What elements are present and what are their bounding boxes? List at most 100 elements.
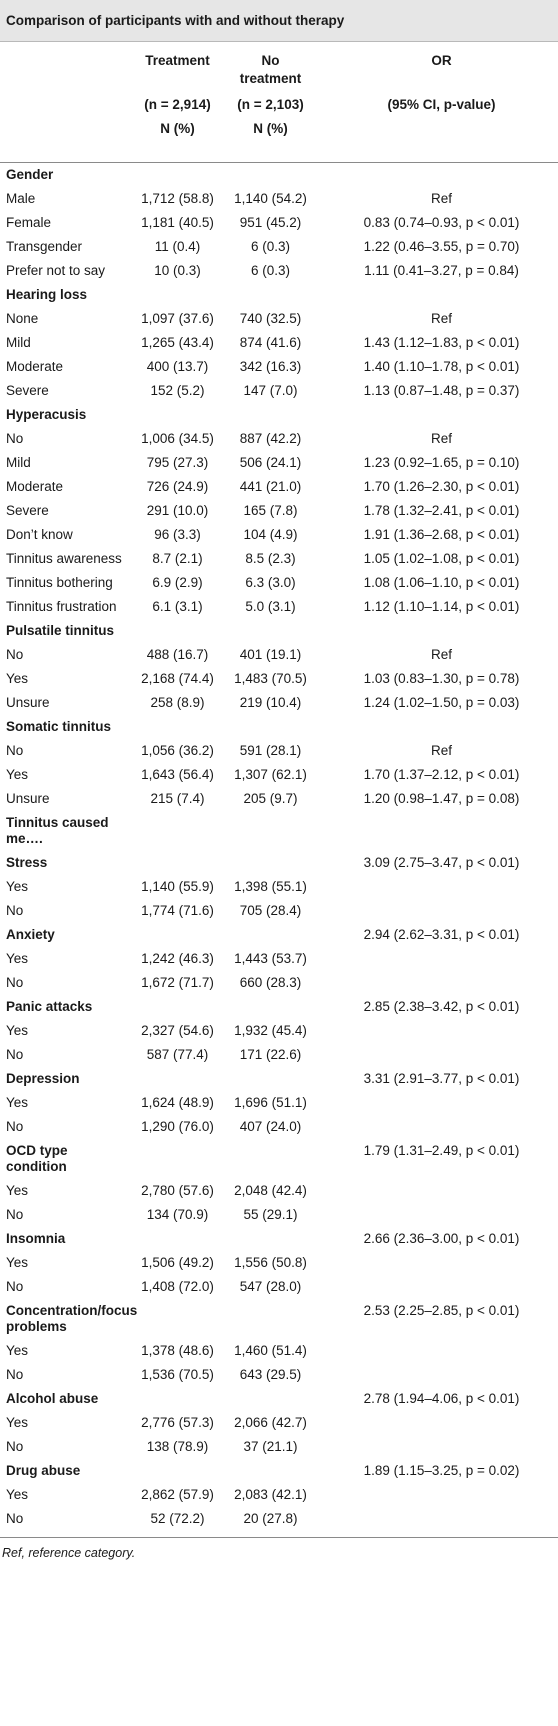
table-row: Moderate 726 (24.9) 441 (21.0) 1.70 (1.26–2… (0, 475, 558, 499)
treatment-value: 1,712 (58.8) (141, 191, 214, 206)
no-treatment-value: 6 (0.3) (250, 239, 291, 254)
no-treatment-value: 219 (10.4) (239, 695, 302, 710)
no-treatment-value: 740 (32.5) (239, 311, 302, 326)
table-row: No 1,672 (71.7) 660 (28.3) (0, 971, 558, 995)
table-row: Female 1,181 (40.5) 951 (45.2) 0.83 (0.74–0… (0, 211, 558, 235)
no-treatment-value: 6 (0.3) (250, 263, 291, 278)
row-label: Mild (6, 335, 31, 350)
treatment-value: 1,140 (55.9) (141, 879, 214, 894)
odds-ratio-value: 1.40 (1.10–1.78, p < 0.01) (363, 359, 520, 374)
treatment-value: 1,643 (56.4) (141, 767, 214, 782)
no-treatment-value: 951 (45.2) (239, 215, 302, 230)
row-label: Male (6, 191, 36, 206)
table-header: Treatment (n = 2,914) N (%) No treatment… (0, 42, 558, 163)
section-row: Gender (0, 163, 558, 187)
odds-ratio-value: Ref (430, 431, 452, 446)
row-label: Transgender (6, 239, 83, 254)
treatment-value: 134 (70.9) (146, 1207, 209, 1222)
no-treatment-value: 506 (24.1) (239, 455, 302, 470)
table-row: Yes 2,780 (57.6) 2,048 (42.4) (0, 1179, 558, 1203)
no-treatment-value: 660 (28.3) (239, 975, 302, 990)
row-label: None (6, 311, 39, 326)
treatment-value: 1,181 (40.5) (141, 215, 214, 230)
table-row: No 1,056 (36.2) 591 (28.1) Ref (0, 739, 558, 763)
section-row: Concentration/focus problems 2.53 (2.25–2… (0, 1299, 558, 1339)
row-label: No (6, 743, 24, 758)
treatment-value: 1,672 (71.7) (141, 975, 214, 990)
table-row: Don’t know 96 (3.3) 104 (4.9) 1.91 (1.36–2.… (0, 523, 558, 547)
no-treatment-value: 171 (22.6) (239, 1047, 302, 1062)
section-row: Pulsatile tinnitus (0, 619, 558, 643)
row-label: Yes (6, 1023, 29, 1038)
table-footnote: Ref, reference category. (2, 1546, 136, 1560)
row-label: Moderate (6, 359, 64, 374)
row-label: Tinnitus bothering (6, 575, 113, 590)
no-treatment-value: 441 (21.0) (239, 479, 302, 494)
no-treatment-value: 1,932 (45.4) (234, 1023, 307, 1038)
row-label: No (6, 431, 24, 446)
no-treatment-value: 8.5 (2.3) (245, 551, 296, 566)
row-label: No (6, 1279, 24, 1294)
table-row: Tinnitus awareness 8.7 (2.1) 8.5 (2.3) 1.05… (0, 547, 558, 571)
treatment-value: 1,242 (46.3) (141, 951, 214, 966)
treatment-value: 52 (72.2) (150, 1511, 205, 1526)
odds-ratio-value: 1.70 (1.26–2.30, p < 0.01) (363, 479, 520, 494)
section-row: Hearing loss (0, 283, 558, 307)
odds-ratio-value: 2.78 (1.94–4.06, p < 0.01) (363, 1391, 520, 1406)
row-label: Depression (6, 1071, 80, 1086)
table-row: Male 1,712 (58.8) 1,140 (54.2) Ref (0, 187, 558, 211)
no-treatment-value: 6.3 (3.0) (245, 575, 296, 590)
row-label: Anxiety (6, 927, 55, 942)
treatment-value: 152 (5.2) (150, 383, 205, 398)
section-row: Anxiety 2.94 (2.62–3.31, p < 0.01) (0, 923, 558, 947)
no-treatment-value: 205 (9.7) (243, 791, 298, 806)
treatment-value: 1,056 (36.2) (141, 743, 214, 758)
table-row: No 1,006 (34.5) 887 (42.2) Ref (0, 427, 558, 451)
table-row: No 587 (77.4) 171 (22.6) (0, 1043, 558, 1067)
odds-ratio-value: Ref (430, 191, 452, 206)
treatment-value: 1,265 (43.4) (141, 335, 214, 350)
table-row: Severe 291 (10.0) 165 (7.8) 1.78 (1.32–2.41… (0, 499, 558, 523)
table-row: Yes 1,242 (46.3) 1,443 (53.7) (0, 947, 558, 971)
no-treatment-value: 1,460 (51.4) (234, 1343, 307, 1358)
row-label: Yes (6, 1487, 29, 1502)
table-row: Yes 1,506 (49.2) 1,556 (50.8) (0, 1251, 558, 1275)
header-treatment-unit: N (%) (160, 121, 195, 136)
header-no-treatment-line1: No (261, 53, 280, 68)
row-label: No (6, 647, 24, 662)
odds-ratio-value: 1.78 (1.32–2.41, p < 0.01) (363, 503, 520, 518)
row-label: Drug abuse (6, 1463, 81, 1478)
row-label: Pulsatile tinnitus (6, 623, 115, 638)
table-bottom-rule (0, 1537, 558, 1538)
section-row: Panic attacks 2.85 (2.38–3.42, p < 0.01) (0, 995, 558, 1019)
row-label: Unsure (6, 695, 50, 710)
table-row: No 488 (16.7) 401 (19.1) Ref (0, 643, 558, 667)
no-treatment-value: 1,307 (62.1) (234, 767, 307, 782)
treatment-value: 8.7 (2.1) (152, 551, 203, 566)
odds-ratio-value: 1.23 (0.92–1.65, p = 0.10) (363, 455, 520, 470)
no-treatment-value: 874 (41.6) (239, 335, 302, 350)
no-treatment-value: 2,048 (42.4) (234, 1183, 307, 1198)
treatment-value: 6.9 (2.9) (152, 575, 203, 590)
treatment-value: 2,168 (74.4) (141, 671, 214, 686)
row-label: Yes (6, 1415, 29, 1430)
table-row: Yes 1,378 (48.6) 1,460 (51.4) (0, 1339, 558, 1363)
header-or-ci: (95% CI, p-value) (387, 97, 496, 112)
header-or: OR (431, 53, 452, 68)
row-label: No (6, 1207, 24, 1222)
odds-ratio-value: 1.11 (0.41–3.27, p = 0.84) (364, 263, 519, 278)
no-treatment-value: 147 (7.0) (243, 383, 298, 398)
treatment-value: 587 (77.4) (146, 1047, 209, 1062)
no-treatment-value: 643 (29.5) (239, 1367, 302, 1382)
row-label: Mild (6, 455, 31, 470)
section-row: Depression 3.31 (2.91–3.77, p < 0.01) (0, 1067, 558, 1091)
table-body: Gender Male 1,712 (58.8) 1,140 (54.2) Ref Fem… (0, 163, 558, 1531)
odds-ratio-value: 1.12 (1.10–1.14, p < 0.01) (363, 599, 520, 614)
row-label: No (6, 1367, 24, 1382)
table-row: No 138 (78.9) 37 (21.1) (0, 1435, 558, 1459)
no-treatment-value: 1,140 (54.2) (234, 191, 307, 206)
table-row: Yes 1,643 (56.4) 1,307 (62.1) 1.70 (1.37–2.… (0, 763, 558, 787)
row-label: Alcohol abuse (6, 1391, 99, 1406)
odds-ratio-value: 1.05 (1.02–1.08, p < 0.01) (363, 551, 520, 566)
odds-ratio-value: 1.70 (1.37–2.12, p < 0.01) (363, 767, 520, 782)
